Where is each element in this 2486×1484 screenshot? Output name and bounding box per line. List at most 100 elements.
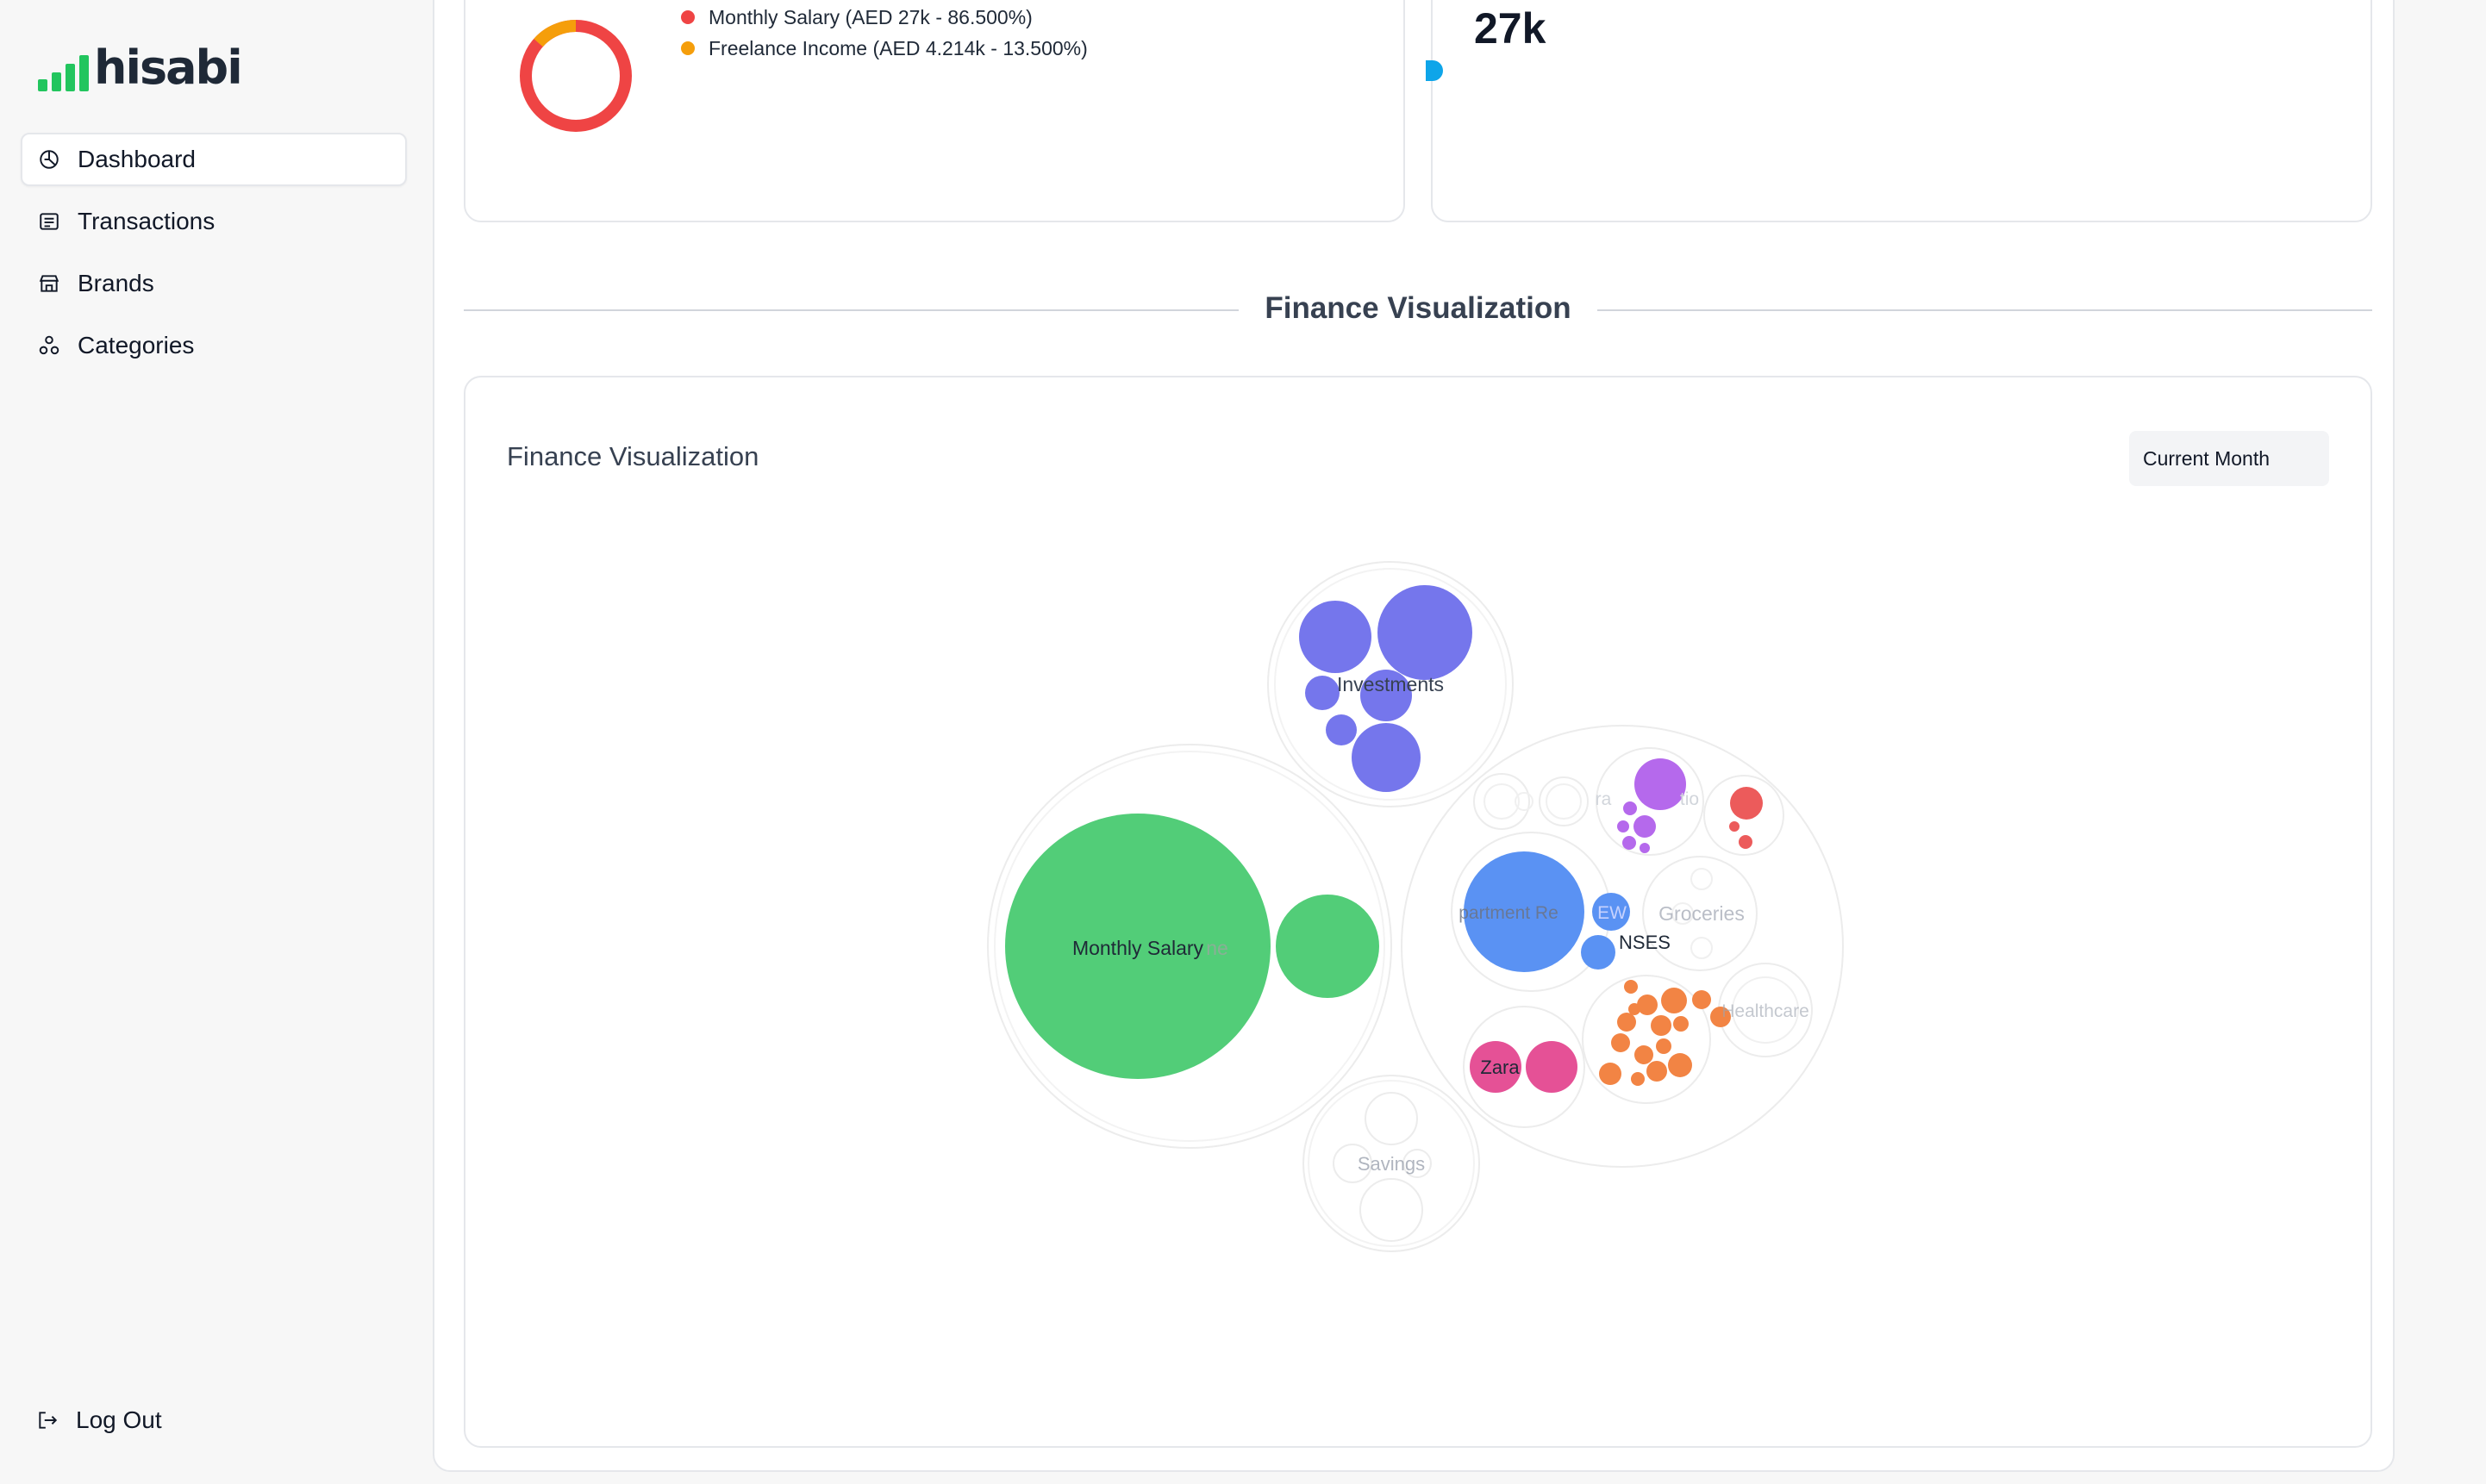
investments-label: Investments: [1337, 673, 1444, 695]
finance-visualization-card: Finance Visualization Current Month Mont…: [464, 376, 2372, 1448]
orange-bubble: [1661, 988, 1687, 1013]
investment-bubble: [1326, 714, 1357, 745]
investment-bubble: [1352, 723, 1421, 792]
home-bubble-small: [1581, 935, 1615, 970]
groceries-label: Groceries: [1658, 902, 1745, 925]
income-legend: Monthly Salary (AED 27k - 86.500%) Freel…: [681, 2, 1088, 64]
sidebar-item-transactions[interactable]: Transactions: [21, 195, 407, 248]
income-group-bubble-inner: [994, 751, 1385, 1142]
income-donut-chart: [520, 20, 632, 132]
expense-subgroup-bubble: [1596, 747, 1704, 856]
expenses-group-bubble: [1401, 725, 1844, 1168]
orange-bubble: [1611, 1033, 1630, 1052]
legend-dot-red: [681, 10, 695, 24]
savings-bubble: [1402, 1149, 1432, 1178]
red-category-bubble-small: [1729, 821, 1740, 832]
red-category-bubble: [1730, 787, 1763, 820]
investment-bubble: [1305, 676, 1340, 710]
expense-subgroup-bubble: [1642, 856, 1758, 971]
section-title: Finance Visualization: [1239, 291, 1597, 325]
income-group-bubble: [987, 744, 1392, 1149]
logout-label: Log Out: [76, 1406, 162, 1433]
savings-bubble: [1333, 1144, 1372, 1183]
sidebar-item-categories[interactable]: Categories: [21, 319, 407, 372]
sidebar-nav: Dashboard Transactions Brands Categories: [21, 133, 407, 381]
home-bubble: [1464, 851, 1584, 972]
income-faded-label: ne: [1206, 937, 1228, 959]
sidebar-item-label: Categories: [78, 332, 195, 359]
orange-bubble: [1692, 990, 1711, 1009]
main-panel: Monthly Salary (AED 27k - 86.500%) Freel…: [433, 0, 2395, 1472]
transport-label-b: tio: [1680, 789, 1699, 809]
zara-label: Zara: [1480, 1057, 1520, 1078]
orange-bubble: [1624, 980, 1638, 994]
store-icon: [38, 272, 60, 295]
monthly-salary-label: Monthly Salary: [1072, 937, 1204, 959]
zara-bubble: [1470, 1041, 1521, 1093]
savings-label: Savings: [1358, 1153, 1425, 1175]
investment-bubble: [1360, 670, 1412, 721]
investments-group-bubble: [1267, 561, 1514, 807]
stat-value: 27k: [1474, 4, 1546, 53]
orange-bubble: [1637, 995, 1658, 1015]
logo-text: hisabi: [94, 41, 243, 95]
sidebar: hisabi Dashboard Transactions Brands Cat…: [0, 0, 433, 1484]
orange-bubble: [1656, 1038, 1671, 1054]
sidebar-item-dashboard[interactable]: Dashboard: [21, 133, 407, 186]
healthcare-label: Healthcare: [1721, 1001, 1809, 1021]
investments-group-bubble-inner: [1274, 568, 1507, 801]
red-category-bubble-small: [1739, 835, 1752, 849]
sidebar-item-label: Transactions: [78, 208, 215, 234]
orange-bubble: [1710, 1007, 1731, 1027]
orange-bubble: [1617, 1013, 1636, 1032]
viz-title: Finance Visualization: [507, 441, 759, 471]
transport-label: ra: [1596, 789, 1612, 809]
orange-bubble: [1631, 1072, 1645, 1086]
orange-bubble: [1673, 1016, 1689, 1032]
expense-subgroup-bubble: [1732, 976, 1799, 1044]
chart-marker: [1426, 60, 1443, 81]
income-breakdown-card: Monthly Salary (AED 27k - 86.500%) Freel…: [464, 0, 1405, 222]
legend-label: Monthly Salary (AED 27k - 86.500%): [709, 5, 1033, 28]
empty-bubble: [1690, 937, 1713, 959]
orange-bubble: [1634, 1045, 1653, 1064]
investment-bubble: [1299, 601, 1371, 673]
transport-bubble-small: [1623, 801, 1637, 815]
expense-subgroup-bubble: [1703, 775, 1784, 856]
sidebar-item-label: Brands: [78, 270, 154, 296]
transport-bubble-small: [1617, 820, 1629, 832]
legend-dot-amber: [681, 41, 695, 55]
empty-bubble: [1515, 792, 1533, 811]
home-label: partment Re: [1458, 903, 1558, 923]
expense-subgroup-bubble: [1582, 975, 1711, 1104]
categories-icon: [38, 334, 60, 357]
logout-icon: [36, 1409, 59, 1431]
sidebar-item-label: Dashboard: [78, 146, 196, 172]
donut-slice-freelance: [534, 20, 577, 47]
orange-bubble: [1668, 1053, 1692, 1077]
savings-group-bubble-inner: [1308, 1080, 1475, 1247]
logo-bars-icon: [38, 50, 89, 91]
period-select[interactable]: Current Month: [2129, 431, 2329, 486]
orange-bubble: [1651, 1015, 1671, 1036]
divider-line-right: [1596, 309, 2372, 311]
transport-bubble-small: [1622, 836, 1636, 850]
logout-button[interactable]: Log Out: [36, 1406, 162, 1434]
empty-bubble: [1671, 902, 1694, 925]
investment-bubble: [1377, 585, 1472, 680]
orange-bubble: [1599, 1063, 1621, 1085]
savings-bubble: [1359, 1178, 1423, 1242]
legend-item: Monthly Salary (AED 27k - 86.500%): [681, 2, 1088, 33]
orange-bubble: [1646, 1061, 1667, 1082]
orange-bubble: [1628, 1003, 1640, 1015]
legend-item: Freelance Income (AED 4.214k - 13.500%): [681, 33, 1088, 64]
home-bubble-small: [1592, 893, 1630, 931]
freelance-income-bubble: [1276, 895, 1379, 998]
expense-subgroup-bubble: [1463, 1006, 1585, 1128]
bubble-chart: Monthly Salary ne Investments: [987, 561, 1844, 1252]
sidebar-item-brands[interactable]: Brands: [21, 257, 407, 310]
empty-bubble: [1483, 783, 1520, 820]
empty-bubble: [1546, 783, 1582, 820]
transport-bubble-small: [1633, 815, 1656, 838]
app-logo[interactable]: hisabi: [38, 40, 243, 95]
